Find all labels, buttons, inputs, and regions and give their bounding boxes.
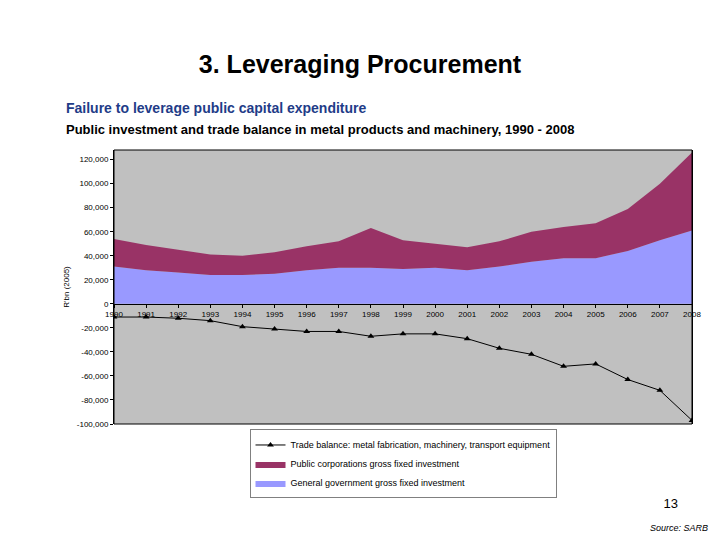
svg-text:Public corporations gross fixe: Public corporations gross fixed investme… xyxy=(291,459,460,469)
svg-text:1991: 1991 xyxy=(137,310,155,319)
svg-text:1992: 1992 xyxy=(169,310,187,319)
svg-text:-40,000: -40,000 xyxy=(81,348,109,357)
svg-text:2006: 2006 xyxy=(619,310,637,319)
svg-text:2001: 2001 xyxy=(458,310,476,319)
svg-text:1990: 1990 xyxy=(105,310,123,319)
svg-text:2007: 2007 xyxy=(651,310,669,319)
svg-text:60,000: 60,000 xyxy=(84,228,109,237)
svg-text:2003: 2003 xyxy=(523,310,541,319)
svg-text:40,000: 40,000 xyxy=(84,252,109,261)
svg-text:2008: 2008 xyxy=(683,310,701,319)
html-text:3. Leveraging Procurement: 3. Leveraging Procurement xyxy=(198,50,522,78)
svg-text:-20,000: -20,000 xyxy=(81,324,109,333)
svg-text:0: 0 xyxy=(104,300,109,309)
svg-text:Trade balance: metal fabricati: Trade balance: metal fabrication, machin… xyxy=(291,440,551,450)
html-text:13: 13 xyxy=(663,496,678,511)
svg-text:1995: 1995 xyxy=(266,310,284,319)
svg-text:R'bn (2005): R'bn (2005) xyxy=(62,266,71,308)
svg-text:80,000: 80,000 xyxy=(84,203,109,212)
svg-text:2000: 2000 xyxy=(426,310,444,319)
svg-text:1997: 1997 xyxy=(330,310,348,319)
svg-text:1996: 1996 xyxy=(298,310,316,319)
svg-text:1998: 1998 xyxy=(362,310,380,319)
svg-text:2002: 2002 xyxy=(490,310,508,319)
html-text:Source: SARB: Source: SARB xyxy=(650,523,708,533)
svg-text:-100,000: -100,000 xyxy=(77,420,109,429)
svg-text:-60,000: -60,000 xyxy=(81,372,109,381)
svg-text:2005: 2005 xyxy=(587,310,605,319)
svg-text:20,000: 20,000 xyxy=(84,276,109,285)
svg-text:1999: 1999 xyxy=(394,310,412,319)
svg-text:2004: 2004 xyxy=(555,310,573,319)
svg-text:120,000: 120,000 xyxy=(79,155,108,164)
html-text:Public investment and trade ba: Public investment and trade balance in m… xyxy=(66,122,575,137)
svg-text:1994: 1994 xyxy=(234,310,252,319)
html-text:Failure to leverage public cap: Failure to leverage public capital expen… xyxy=(66,100,367,116)
svg-text:1993: 1993 xyxy=(201,310,219,319)
svg-text:General government gross fixed: General government gross fixed investmen… xyxy=(291,478,466,488)
svg-text:-80,000: -80,000 xyxy=(81,396,109,405)
svg-text:100,000: 100,000 xyxy=(79,179,108,188)
